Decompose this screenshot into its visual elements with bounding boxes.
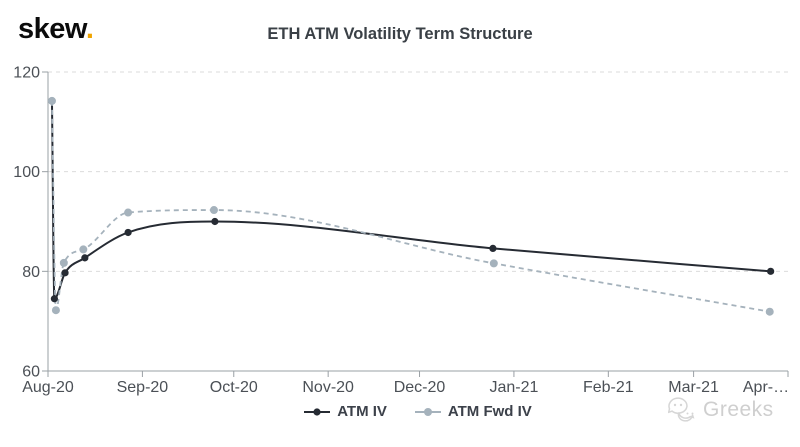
x-tick-label: Sep-20 bbox=[117, 379, 169, 396]
logo-dot: . bbox=[85, 13, 94, 45]
legend-item-atm-iv[interactable]: ATM IV bbox=[304, 403, 387, 420]
atm-fwd-iv-point[interactable] bbox=[79, 245, 88, 254]
atm-iv-point[interactable] bbox=[489, 244, 497, 253]
watermark-text: Greeks bbox=[703, 397, 774, 421]
atm-iv-point[interactable] bbox=[124, 228, 132, 237]
x-tick-label: Apr-… bbox=[743, 379, 789, 396]
x-tick-label: Feb-21 bbox=[583, 379, 634, 396]
x-tick-label: Oct-20 bbox=[210, 379, 258, 396]
atm-fwd-iv-point[interactable] bbox=[489, 259, 498, 268]
x-tick-label: Dec-20 bbox=[394, 379, 446, 396]
atm-iv-legend-marker bbox=[304, 407, 331, 416]
y-tick-label: 120 bbox=[13, 65, 40, 82]
atm-iv-line bbox=[50, 100, 771, 300]
atm-fwd-iv-point[interactable] bbox=[47, 96, 56, 105]
atm-iv-point[interactable] bbox=[61, 269, 69, 277]
atm-iv-point[interactable] bbox=[767, 267, 775, 275]
atm-iv-point[interactable] bbox=[50, 295, 58, 303]
atm-fwd-iv-point[interactable] bbox=[59, 258, 68, 267]
chart-title: ETH ATM Volatility Term Structure bbox=[267, 25, 533, 43]
y-tick-label: 60 bbox=[22, 364, 40, 381]
atm-iv-point[interactable] bbox=[81, 254, 89, 262]
legend-label-atm-iv: ATM IV bbox=[337, 403, 387, 420]
atm-fwd-iv-point[interactable] bbox=[765, 307, 774, 316]
skew-logo[interactable]: skew. bbox=[18, 13, 94, 45]
legend-item-atm-fwd-iv[interactable]: ATM Fwd IV bbox=[414, 403, 532, 420]
chart-legend: ATM IV ATM Fwd IV bbox=[48, 403, 788, 420]
y-tick-label: 100 bbox=[13, 164, 40, 181]
atm-fwd-iv-point[interactable] bbox=[124, 208, 133, 217]
atm-iv-point[interactable] bbox=[211, 217, 219, 226]
logo-text: skew bbox=[18, 13, 86, 45]
wechat-icon bbox=[668, 397, 695, 422]
atm-fwd-iv-line bbox=[51, 100, 770, 313]
legend-label-atm-fwd-iv: ATM Fwd IV bbox=[447, 403, 532, 420]
atm-fwd-iv-legend-marker bbox=[414, 407, 441, 416]
x-tick-label: Nov-20 bbox=[302, 379, 354, 396]
atm-fwd-iv-point[interactable] bbox=[209, 206, 218, 215]
y-tick-label: 80 bbox=[22, 264, 40, 281]
x-tick-label: Aug-20 bbox=[22, 379, 74, 396]
x-tick-label: Jan-21 bbox=[489, 379, 538, 396]
greeks-watermark: Greeks bbox=[668, 397, 774, 422]
x-tick-label: Mar-21 bbox=[668, 379, 719, 396]
atm-fwd-iv-point[interactable] bbox=[51, 306, 60, 315]
